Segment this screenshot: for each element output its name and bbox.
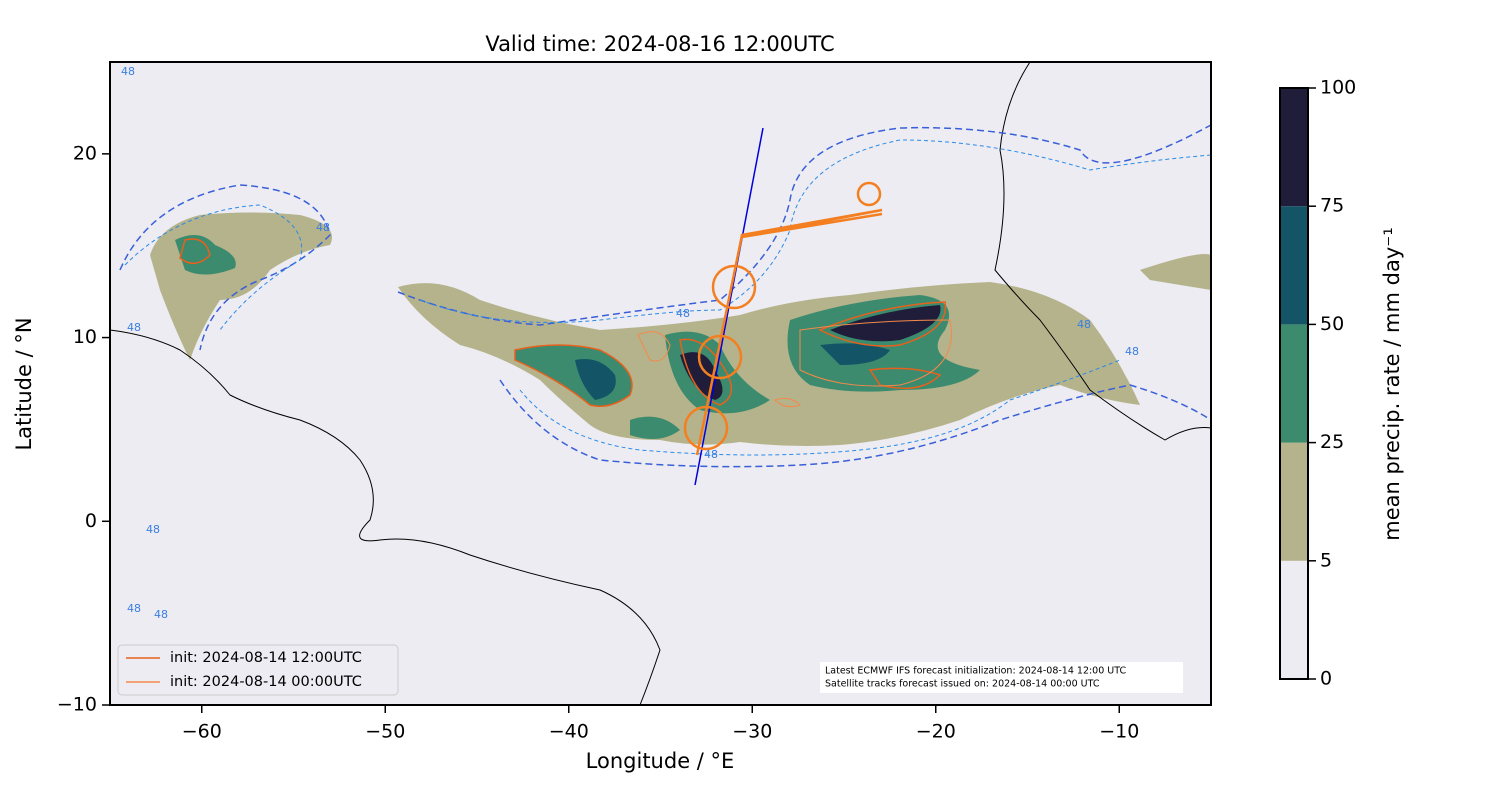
y-tick-label: 10 <box>73 326 97 348</box>
y-tick-label: 20 <box>73 142 97 164</box>
contour-label: 48 <box>146 523 160 536</box>
colorbar-tick-label: 5 <box>1320 549 1332 571</box>
flight-tracks <box>683 127 883 486</box>
x-tick-label: −30 <box>732 721 772 743</box>
contour-label: 48 <box>154 608 168 621</box>
legend-label: init: 2024-08-14 12:00UTC <box>170 650 362 666</box>
x-axis-label: Longitude / °E <box>586 749 735 773</box>
colorbar-frame <box>1279 87 1309 680</box>
x-tick-label: −40 <box>549 721 589 743</box>
precip-contours <box>179 238 947 407</box>
x-tick-label: −10 <box>1099 721 1139 743</box>
colorbar-tick-label: 0 <box>1320 668 1332 690</box>
annotation: Latest ECMWF IFS forecast initialization… <box>825 666 1126 677</box>
contour-label: 48 <box>127 321 141 334</box>
x-tick-label: −20 <box>916 721 956 743</box>
contour-label: 48 <box>127 602 141 615</box>
contour-label: 48 <box>676 307 690 320</box>
contour-label: 48 <box>1077 318 1091 331</box>
contour-label: 48 <box>704 448 718 461</box>
chart-title: Valid time: 2024-08-16 12:00UTC <box>485 32 834 56</box>
colorbar-band <box>1280 88 1308 207</box>
x-tick-label: −60 <box>182 721 222 743</box>
precip-field <box>150 212 1211 446</box>
colorbar-band <box>1280 324 1308 443</box>
contour-48-b <box>124 139 1212 456</box>
contour-label: 48 <box>1125 345 1139 358</box>
contour-label: 48 <box>316 221 330 234</box>
annotation-box <box>820 662 1183 693</box>
colorbar-tick-label: 25 <box>1320 431 1344 453</box>
colorbar-tick-label: 50 <box>1320 313 1344 335</box>
annotation: Satellite tracks forecast issued on: 202… <box>825 679 1100 690</box>
colorbar-tick-label: 100 <box>1320 77 1356 99</box>
contour-48-a <box>119 124 1212 468</box>
y-axis-label: Latitude / °N <box>12 317 36 450</box>
colorbar-band <box>1280 560 1308 679</box>
legend <box>117 644 399 696</box>
legend-label: init: 2024-08-14 00:00UTC <box>170 674 362 690</box>
y-tick-label: −10 <box>57 694 97 716</box>
precip-contours-early <box>637 319 952 408</box>
colorbar-label: mean precip. rate / mm day⁻¹ <box>1380 227 1404 541</box>
y-tick-label: 0 <box>85 510 97 532</box>
coastlines <box>109 61 1212 706</box>
contour-label: 48 <box>121 65 135 78</box>
contour-labels: 48 48 48 48 48 48 48 48 48 48 <box>121 65 1139 621</box>
x-tick-label: −50 <box>365 721 405 743</box>
colorbar-band <box>1280 206 1308 325</box>
colorbar-tick-label: 75 <box>1320 195 1344 217</box>
plot-frame <box>109 61 1212 706</box>
colorbar-band <box>1280 442 1308 561</box>
